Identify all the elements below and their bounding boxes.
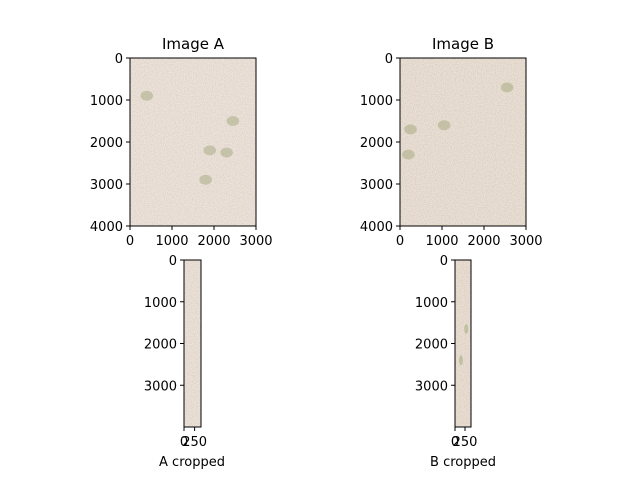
x-tick-label: 3000 [509, 234, 542, 249]
y-tick-label: 0 [169, 254, 177, 269]
image-patch [437, 120, 451, 131]
x-tick-label: 250 [453, 435, 478, 450]
x-tick-label: 0 [180, 435, 188, 450]
y-tick-label: 1000 [415, 296, 448, 311]
image-patch [464, 323, 469, 334]
image-patch [402, 149, 415, 160]
y-tick-label: 0 [115, 52, 123, 67]
image-patch [226, 116, 240, 126]
patch-layer [402, 82, 514, 160]
y-tick-label: 3000 [415, 379, 448, 394]
panel-title: Image B [432, 35, 494, 53]
panel-title: Image A [162, 35, 225, 53]
y-tick-label: 1000 [360, 94, 393, 109]
y-tick-label: 2000 [144, 338, 177, 353]
y-tick-label: 0 [440, 254, 448, 269]
y-tick-label: 2000 [90, 136, 123, 151]
image-patch [459, 355, 463, 366]
x-axis-label: B cropped [430, 455, 496, 470]
y-tick-label: 1000 [144, 296, 177, 311]
patch-layer [459, 323, 469, 366]
x-tick-label: 0 [126, 234, 134, 249]
y-tick-label: 1000 [90, 94, 123, 109]
x-tick-label: 0 [451, 435, 459, 450]
x-tick-label: 1000 [425, 234, 458, 249]
x-tick-label: 250 [182, 435, 207, 450]
image-patch [203, 145, 217, 156]
image-patch [500, 82, 514, 93]
x-tick-label: 3000 [239, 234, 272, 249]
y-tick-label: 4000 [360, 220, 393, 235]
image-grain [130, 58, 256, 226]
x-tick-label: 1000 [155, 234, 188, 249]
y-tick-label: 3000 [144, 379, 177, 394]
patch-layer [140, 90, 240, 185]
image-grain [184, 260, 201, 427]
image-patch [404, 124, 417, 135]
y-tick-label: 0 [385, 52, 393, 67]
x-tick-label: 2000 [467, 234, 500, 249]
image-patch [220, 147, 233, 158]
x-tick-label: 0 [396, 234, 404, 249]
y-tick-label: 3000 [90, 178, 123, 193]
y-tick-label: 2000 [360, 136, 393, 151]
y-tick-label: 4000 [90, 220, 123, 235]
image-patch [140, 90, 154, 101]
x-tick-label: 2000 [197, 234, 230, 249]
image-patch [199, 174, 212, 185]
x-axis-label: A cropped [159, 455, 225, 470]
image-grain [455, 260, 471, 427]
y-tick-label: 2000 [415, 338, 448, 353]
y-tick-label: 3000 [360, 178, 393, 193]
